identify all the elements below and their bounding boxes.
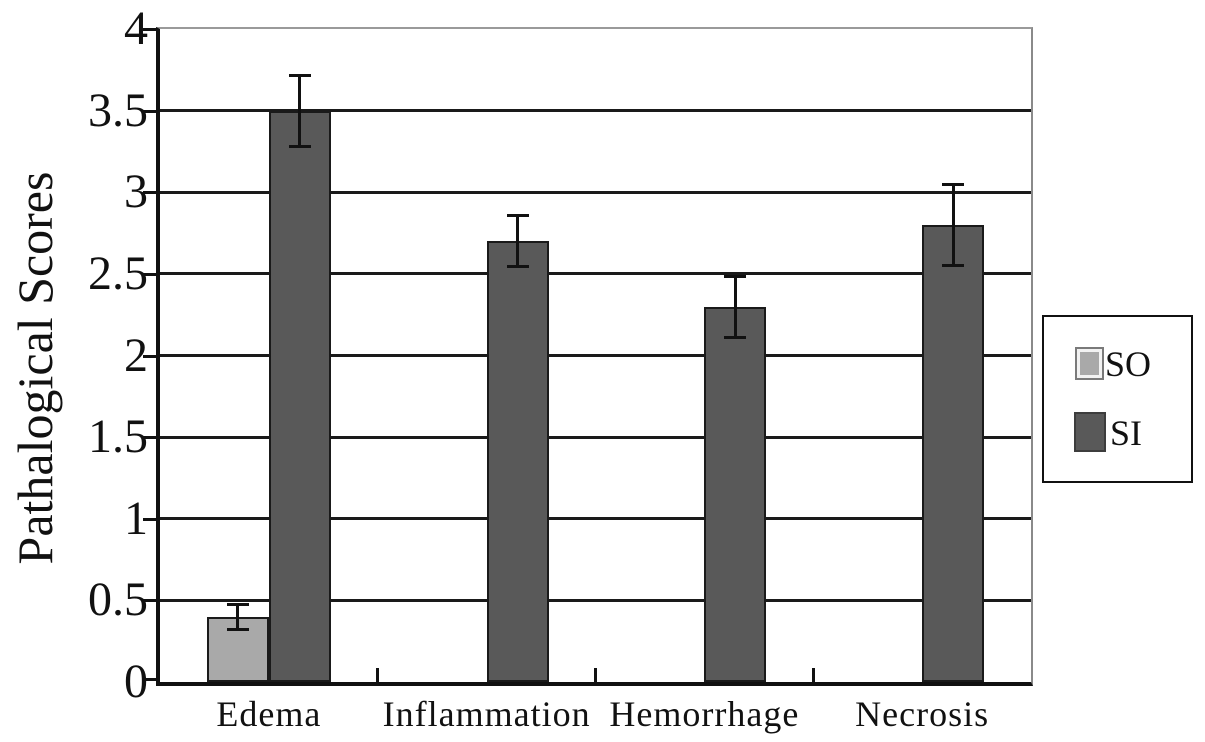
bar-si-necrosis xyxy=(922,224,985,682)
error-bar-stem-si-edema xyxy=(298,74,302,147)
x-axis-tick-3 xyxy=(811,668,815,682)
x-category-label-inflammation: Inflammation xyxy=(382,694,591,734)
y-tick-label-0.5: 0.5 xyxy=(88,573,148,627)
error-bar-stem-so-edema xyxy=(236,603,240,630)
error-bar-cap-bottom-so-edema xyxy=(226,627,249,631)
error-bar-cap-top-si-inflammation xyxy=(506,214,529,218)
error-bar-stem-si-hemorrhage xyxy=(733,275,737,338)
y-axis-tick-4 xyxy=(143,28,156,31)
x-axis-tick-1 xyxy=(376,668,380,682)
x-axis-tick-2 xyxy=(594,668,597,682)
y-axis-tick-3.5 xyxy=(143,109,156,113)
gridline-3 xyxy=(160,190,1031,194)
y-axis-tick-1 xyxy=(143,517,156,521)
bar-si-inflammation xyxy=(486,241,549,682)
legend-label-so: SO xyxy=(1105,344,1152,384)
error-bar-cap-bottom-si-hemorrhage xyxy=(724,335,747,339)
error-bar-cap-bottom-si-edema xyxy=(288,144,311,148)
error-bar-stem-si-inflammation xyxy=(516,215,520,268)
y-tick-label-3: 3 xyxy=(124,165,148,219)
legend-item-si: SI xyxy=(1044,317,1191,481)
legend-swatch-si xyxy=(1074,412,1106,452)
error-bar-cap-bottom-si-necrosis xyxy=(942,263,965,267)
plot-area xyxy=(143,27,1033,686)
legend-label-si: SI xyxy=(1110,413,1143,453)
y-axis-tick-3 xyxy=(143,191,156,195)
error-bar-cap-top-so-edema xyxy=(226,602,249,606)
gridline-2.5 xyxy=(160,272,1031,276)
error-bar-cap-top-si-hemorrhage xyxy=(724,274,747,278)
error-bar-stem-si-necrosis xyxy=(951,184,955,266)
error-bar-cap-top-si-edema xyxy=(288,73,311,77)
y-axis-tick-0.5 xyxy=(143,599,156,603)
gridline-1.5 xyxy=(160,435,1031,439)
y-axis-tick-2.5 xyxy=(143,272,156,276)
y-tick-label-1: 1 xyxy=(124,491,148,545)
y-axis-tick-0 xyxy=(143,678,156,681)
y-tick-label-1.5: 1.5 xyxy=(88,410,148,464)
x-category-label-necrosis: Necrosis xyxy=(855,694,990,734)
x-category-label-hemorrhage: Hemorrhage xyxy=(609,694,800,734)
bar-si-hemorrhage xyxy=(704,306,767,682)
bar-si-edema xyxy=(268,110,331,682)
gridline-1 xyxy=(160,517,1031,521)
legend-box: SO SI xyxy=(1042,315,1193,483)
y-tick-label-0: 0 xyxy=(124,655,148,708)
x-category-label-edema: Edema xyxy=(216,694,322,734)
y-tick-label-4: 4 xyxy=(124,2,148,55)
gridline-2 xyxy=(160,354,1031,357)
y-tick-label-3.5: 3.5 xyxy=(88,83,148,137)
gridline-3.5 xyxy=(160,109,1031,113)
gridline-0.5 xyxy=(160,598,1031,602)
error-bar-cap-top-si-necrosis xyxy=(942,183,965,187)
legend-item-so: SO xyxy=(1044,317,1191,481)
y-axis-tick-1.5 xyxy=(143,436,156,440)
legend-swatch-so xyxy=(1075,347,1104,380)
error-bar-cap-bottom-si-inflammation xyxy=(506,265,529,269)
y-tick-label-2: 2 xyxy=(124,328,148,382)
y-axis-tick-2 xyxy=(143,354,156,358)
y-tick-label-2.5: 2.5 xyxy=(88,246,148,300)
